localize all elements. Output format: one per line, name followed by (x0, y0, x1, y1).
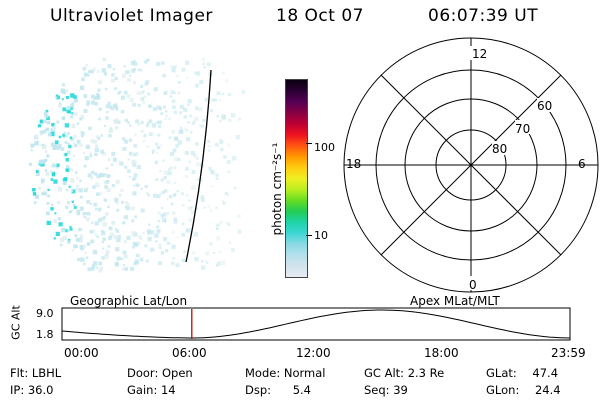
colorbar-tickmark-100 (306, 143, 312, 144)
info-door: Door: Open (127, 366, 193, 380)
info-glat-value: 47.4 (532, 366, 559, 380)
polar-label-bottom: 0 (469, 278, 477, 292)
info-gcalt: GC Alt: 2.3 Re (364, 366, 444, 380)
polar-axis-diagonal-2 (380, 74, 562, 256)
timeline-x-tick-0600: 06:00 (172, 346, 207, 360)
timeline-x-tick-2359: 23:59 (551, 346, 586, 360)
info-dsp: Dsp: 5.4 (245, 383, 311, 397)
auroral-emission-speckles (28, 58, 246, 273)
info-door-value: Open (161, 366, 193, 380)
info-ip: IP: 36.0 (10, 383, 53, 397)
polar-label-right: 6 (578, 157, 586, 171)
timeline-x-tick-1800: 18:00 (424, 346, 459, 360)
colorbar-tick-10: 10 (314, 229, 328, 242)
date-label: 18 Oct 07 (276, 6, 364, 26)
polar-ring-label-70: 70 (515, 122, 530, 136)
altitude-curve (61, 309, 571, 339)
info-door-label: Door: (127, 366, 159, 380)
info-glon: GLon: 24.4 (486, 383, 561, 397)
polar-label-top: 12 (472, 47, 487, 61)
info-flt-value: LBHL (31, 366, 62, 380)
info-flt: Flt: LBHL (10, 366, 61, 380)
info-glat-label: GLat: (486, 366, 517, 380)
info-gain-value: 14 (160, 383, 176, 397)
info-dsp-label: Dsp: (245, 383, 272, 397)
app-title: Ultraviolet Imager (50, 6, 213, 26)
info-dsp-value: 5.4 (292, 383, 311, 397)
info-flt-label: Flt: (10, 366, 29, 380)
info-ip-value: 36.0 (27, 383, 54, 397)
info-seq-value: 39 (393, 383, 408, 397)
info-gain-label: Gain: (127, 383, 158, 397)
info-seq: Seq: 39 (364, 383, 408, 397)
info-glat: GLat: 47.4 (486, 366, 558, 380)
timeline-y-tick-low: 1.8 (36, 328, 54, 341)
info-gcalt-value: 2.3 Re (407, 366, 445, 380)
colorbar-tick-100: 100 (314, 141, 335, 154)
timeline-right-header: Apex MLat/MLT (410, 294, 500, 308)
timeline-y-tick-high: 9.0 (36, 307, 54, 320)
timeline-left-header: Geographic Lat/Lon (70, 294, 188, 308)
polar-label-left: 18 (346, 157, 361, 171)
polar-ring-label-80: 80 (492, 142, 507, 156)
info-gain: Gain: 14 (127, 383, 176, 397)
info-mode-value: Normal (283, 366, 326, 380)
info-glon-label: GLon: (486, 383, 520, 397)
timeline-x-tick-1200: 12:00 (296, 346, 331, 360)
info-mode-label: Mode: (245, 366, 281, 380)
colorbar-tickmark-10 (306, 235, 312, 236)
info-mode: Mode: Normal (245, 366, 325, 380)
timeline-frame (61, 307, 571, 341)
time-label: 06:07:39 UT (428, 6, 539, 26)
info-seq-label: Seq: (364, 383, 390, 397)
info-glon-value: 24.4 (534, 383, 561, 397)
terminator-line (185, 69, 212, 263)
info-gcalt-label: GC Alt: (364, 366, 405, 380)
colorbar (285, 79, 308, 278)
polar-ring-label-60: 60 (537, 99, 552, 113)
timeline-x-tick-0000: 00:00 (64, 346, 99, 360)
info-ip-label: IP: (10, 383, 25, 397)
